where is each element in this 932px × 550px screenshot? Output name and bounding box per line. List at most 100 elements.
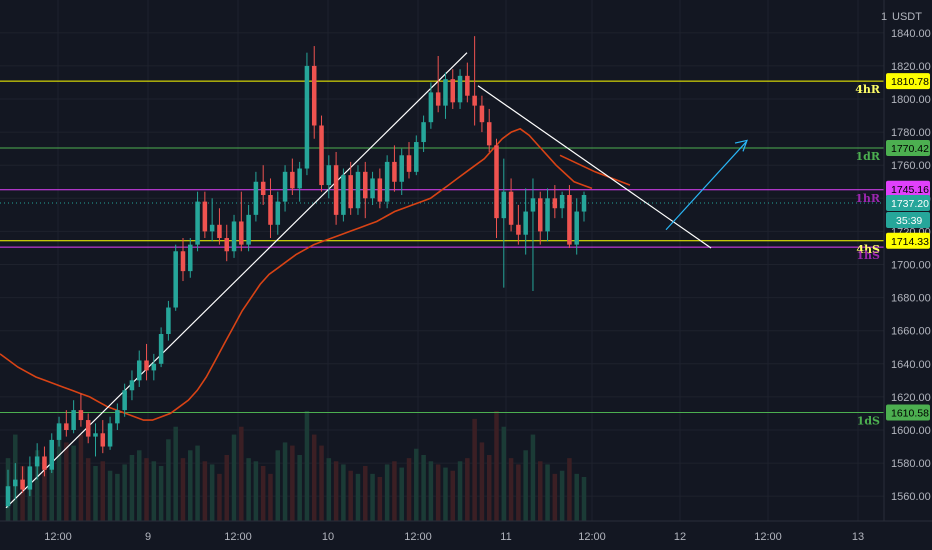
candle-body (85, 420, 91, 437)
volume-bar (180, 458, 186, 521)
candle-body (180, 251, 186, 272)
trend-lines (5, 52, 748, 509)
volume-bar (93, 466, 98, 521)
candle-body (537, 198, 543, 232)
currency-box[interactable] (889, 6, 926, 26)
candle-body (392, 161, 397, 182)
currency-label[interactable]: USDT (892, 11, 922, 23)
candle-body (457, 75, 463, 103)
volume-bar (107, 470, 113, 521)
candlesticks (5, 36, 587, 508)
candle-body (355, 171, 361, 209)
price-tag-1dS-text: 1610.58 (891, 407, 929, 419)
volume-bar (428, 461, 434, 521)
volume-bar (85, 458, 91, 521)
candle-body (144, 360, 149, 371)
candle-body (246, 214, 251, 245)
volume-bar (144, 458, 149, 521)
volume-bar (465, 458, 470, 521)
volume-bar (71, 445, 76, 521)
candle-body (435, 92, 441, 106)
volume-bar (567, 458, 572, 521)
volume-bar (559, 470, 565, 521)
candle-body (188, 244, 193, 272)
level-label-4hR: 4hR (855, 83, 881, 96)
projection-arrow-head (734, 139, 748, 152)
candle-body (486, 122, 492, 146)
candle-body (224, 238, 229, 252)
y-tick-label: 1780.00 (891, 127, 931, 139)
volume-bar (166, 439, 171, 521)
volume-bar (42, 461, 47, 521)
y-tick-label: 1760.00 (891, 160, 931, 172)
candle-body (20, 479, 25, 490)
scale-marker: 1 (881, 11, 887, 23)
candle-body (56, 423, 62, 440)
volume-bar (56, 426, 62, 521)
downtrend-line (477, 85, 712, 249)
y-tick-label: 1660.00 (891, 326, 931, 338)
volume-bar (34, 450, 40, 521)
candle-body (217, 224, 222, 239)
countdown-text: 35:39 (896, 215, 922, 227)
volume-bar (370, 473, 375, 521)
candle-body (209, 224, 215, 232)
level-lines (0, 80, 884, 413)
level-label-1dS: 1dS (857, 414, 880, 427)
candle-body (136, 360, 142, 381)
volume-bar (545, 464, 550, 521)
x-tick-label: 12 (674, 531, 686, 543)
candle-body (129, 380, 135, 391)
candle-body (64, 423, 69, 430)
price-tag-1hR-text: 1745.16 (891, 184, 929, 196)
candle-body (494, 145, 499, 219)
y-tick-label: 1820.00 (891, 61, 931, 73)
time-axis[interactable]: 12:00 9 12:00 10 12:00 11 12:00 12 12:00 13 (0, 520, 932, 550)
candle-body (559, 194, 565, 209)
volume-bar (486, 455, 492, 521)
volume-bars (5, 411, 587, 521)
candle-body (333, 165, 339, 215)
volume-bar (202, 461, 208, 521)
price-tag-4hS (886, 232, 930, 249)
current-price-tag-text: 1737.20 (891, 198, 929, 210)
candle-body (567, 194, 572, 245)
y-tick-label: 1620.00 (891, 392, 931, 404)
candle-body (78, 410, 84, 421)
candle-body (326, 165, 332, 186)
candle-body (501, 191, 507, 219)
candle-body (122, 390, 127, 411)
candle-body (34, 456, 40, 467)
current-price-tag (886, 194, 930, 211)
volume-bar (319, 445, 324, 521)
volume-bar (231, 434, 237, 521)
candle-body (479, 105, 485, 123)
volume-bar (450, 470, 456, 521)
y-tick-label: 1680.00 (891, 293, 931, 305)
countdown-tag (886, 211, 930, 228)
volume-bar (530, 434, 536, 521)
y-tick-label: 1800.00 (891, 94, 931, 106)
volume-bar (472, 418, 477, 521)
volume-bar (494, 411, 499, 521)
candle-body (472, 95, 477, 106)
y-tick-label: 1580.00 (891, 458, 931, 470)
volume-bar (552, 473, 558, 521)
ma-line (0, 127, 593, 421)
y-tick-label: 1600.00 (891, 425, 931, 437)
candle-body (311, 65, 317, 126)
volume-bar (348, 470, 353, 521)
candle-body (406, 155, 412, 172)
level-label-1hS: 1hS (856, 249, 880, 262)
candle-body (5, 486, 11, 507)
candle-body (516, 224, 521, 235)
candle-body (465, 75, 470, 96)
candle-body (530, 198, 536, 212)
uptrend-line (5, 52, 468, 509)
volume-bar (217, 473, 222, 521)
x-tick-label: 13 (852, 531, 864, 543)
volume-bar (282, 442, 288, 521)
